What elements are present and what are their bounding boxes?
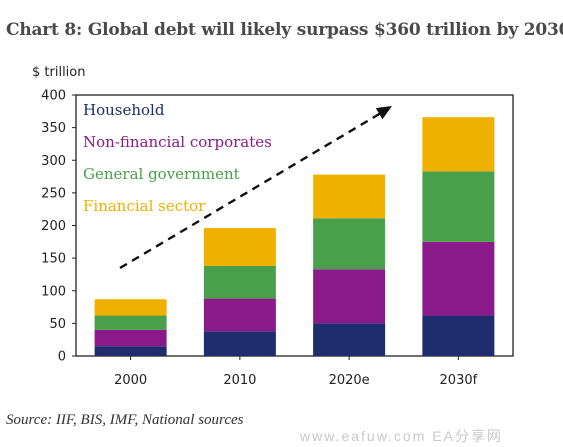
y-tick-label: 200 [41, 219, 66, 234]
y-tick-label: 300 [41, 154, 66, 169]
y-tick-label: 100 [41, 284, 66, 299]
trend-arrow-head [375, 106, 392, 120]
y-tick-label: 150 [41, 252, 66, 267]
x-tick-label: 2000 [114, 373, 147, 388]
legend-entry-non-financial-corporates: Non-financial corporates [83, 133, 272, 151]
bar-segment-financial-sector-2030f [422, 117, 495, 172]
source-note: Source: IIF, BIS, IMF, National sources [6, 412, 244, 428]
legend-entry-general-government: General government [83, 165, 240, 183]
bar-segment-general-government-2020e [313, 218, 386, 270]
y-tick-label: 0 [58, 350, 66, 365]
bar-segment-general-government-2030f [422, 171, 495, 242]
x-tick-label: 2030f [440, 373, 478, 388]
bar-segment-non-financial-corporates-2000 [94, 329, 167, 347]
x-tick-label: 2010 [223, 373, 256, 388]
x-tick-label: 2020e [329, 373, 370, 388]
y-axis: 0 50 100 150 200 250 300 350 400 $ trillion [32, 65, 86, 365]
bars: 2000 2010 2020e 2030f [94, 117, 495, 388]
watermark: www.eafuw.com EA分享网 [300, 428, 503, 444]
y-tick-label: 250 [41, 186, 66, 201]
bar-segment-financial-sector-2010 [203, 228, 276, 266]
bar-segment-financial-sector-2020e [313, 174, 386, 219]
bar-segment-non-financial-corporates-2010 [203, 298, 276, 332]
legend-entry-household: Household [83, 101, 165, 119]
legend-entry-financial-sector: Financial sector [83, 197, 206, 215]
bar-segment-household-2030f [422, 315, 495, 356]
trend-arrow-line [119, 108, 387, 270]
legend: Household Non-financial corporates General… [83, 101, 272, 215]
bar-segment-financial-sector-2000 [94, 299, 167, 316]
y-tick-label: 50 [49, 317, 66, 332]
bar-segment-household-2020e [313, 323, 386, 356]
y-tick-label: 400 [41, 89, 66, 104]
y-axis-label: $ trillion [32, 65, 86, 80]
trend-arrow [119, 106, 392, 270]
bar-segment-general-government-2010 [203, 265, 276, 299]
y-tick-label: 350 [41, 121, 66, 136]
bar-segment-general-government-2000 [94, 315, 167, 330]
bar-segment-household-2010 [203, 331, 276, 356]
bar-segment-non-financial-corporates-2030f [422, 241, 495, 316]
plot-frame [75, 94, 514, 357]
chart-title: Chart 8: Global debt will likely surpass… [6, 20, 563, 40]
bar-segment-non-financial-corporates-2020e [313, 269, 386, 324]
bar-segment-household-2000 [94, 346, 167, 356]
